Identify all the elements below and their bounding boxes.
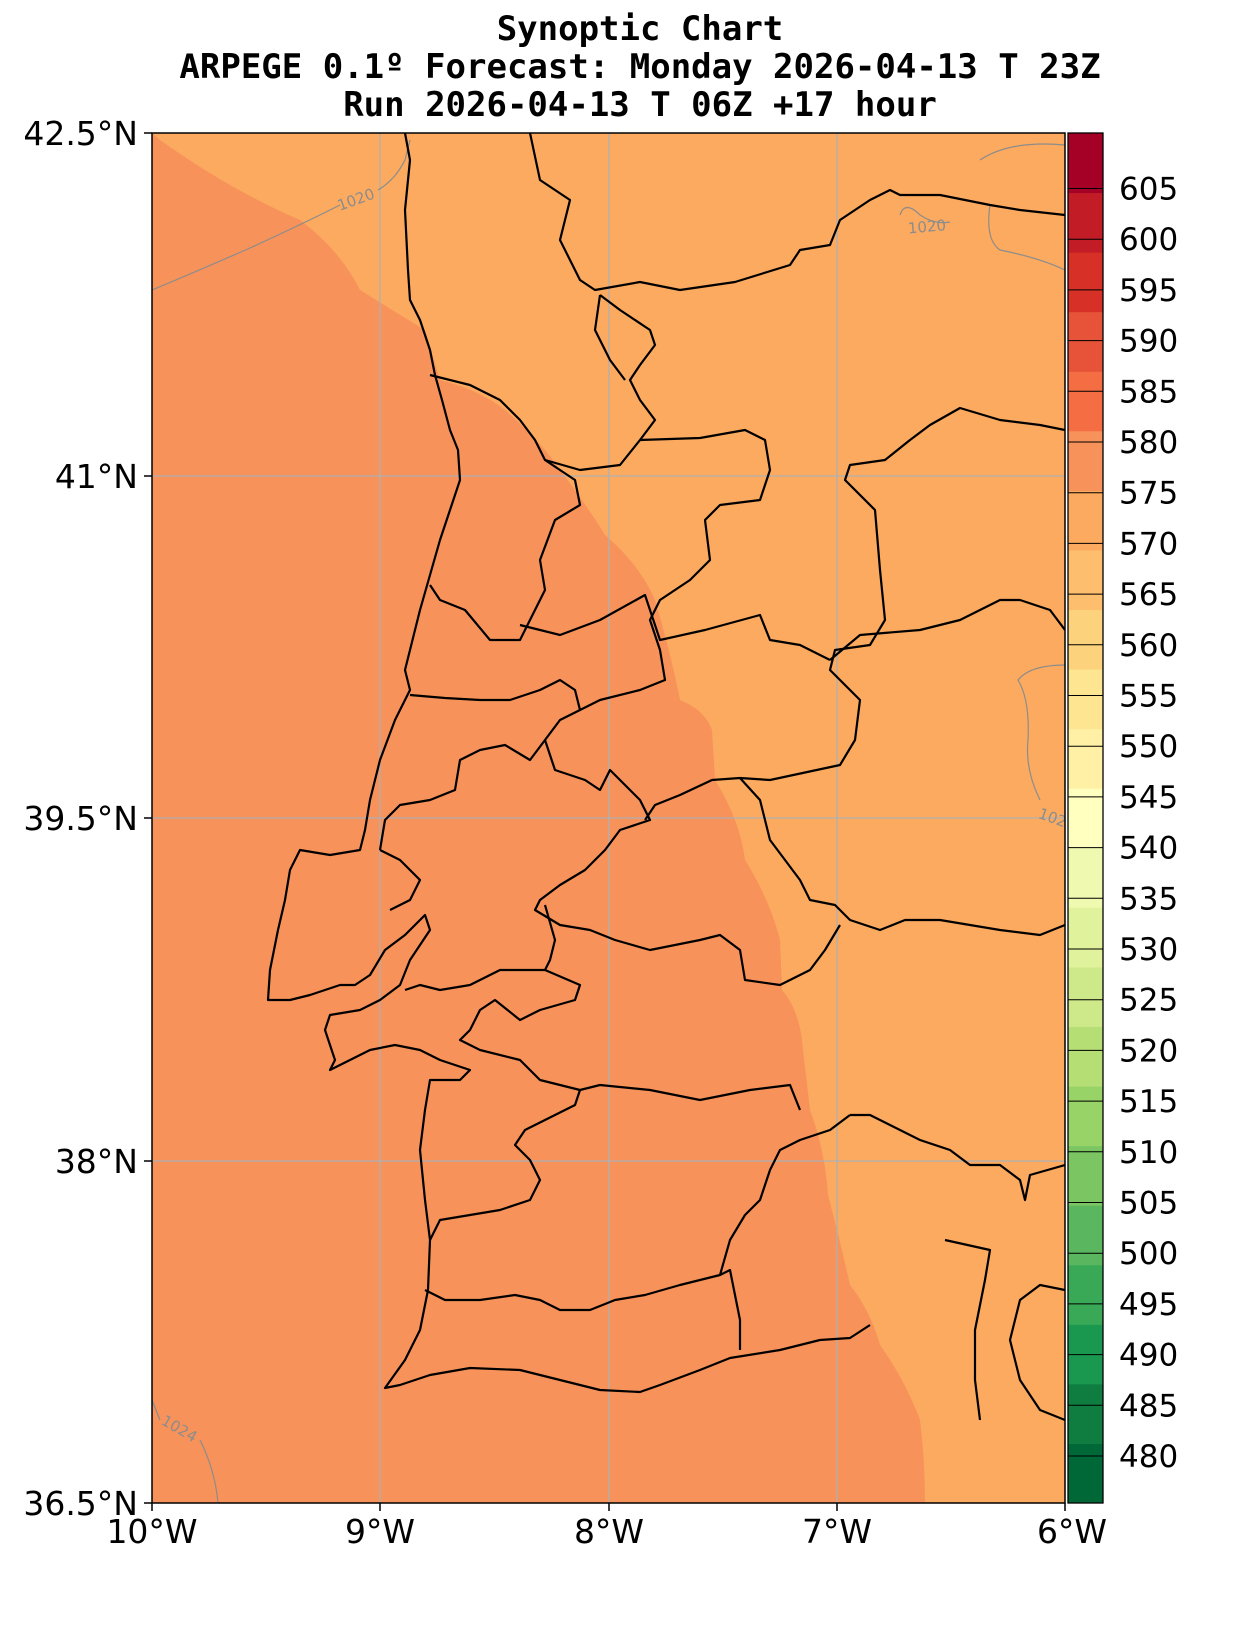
district-border xyxy=(718,1114,851,1276)
colorbar-tick-label: 560 xyxy=(1119,628,1178,664)
colorbar-segment xyxy=(1068,728,1103,789)
isobar-1020-west xyxy=(152,139,411,291)
axis-ticks xyxy=(144,132,1066,1511)
isobar-label: 1020 xyxy=(907,216,947,237)
colorbar-segment xyxy=(1068,1026,1103,1087)
colorbar-segment xyxy=(1068,1205,1103,1266)
colorbar-segment xyxy=(1068,1086,1103,1147)
colorbar-tick-label: 525 xyxy=(1119,983,1178,1019)
colorbar-segment xyxy=(1068,371,1103,432)
colorbar-tick-label: 500 xyxy=(1119,1236,1178,1272)
colorbar-tick-label: 530 xyxy=(1119,932,1178,968)
y-tick-label: 39.5°N xyxy=(23,799,138,838)
district-border xyxy=(379,849,422,911)
isobar-1024-south xyxy=(152,1399,219,1503)
colorbar-tick-label: 490 xyxy=(1119,1338,1178,1374)
colorbar-segment xyxy=(1068,490,1103,551)
isobar-1020-east xyxy=(899,143,1065,271)
map-area: 1020 1020 1024 1024 xyxy=(152,133,1065,1503)
colorbar-tick-label: 555 xyxy=(1119,679,1178,715)
colorbar-tick-label: 485 xyxy=(1119,1388,1178,1424)
x-tick-label: 7°W xyxy=(802,1512,872,1551)
title-line-3: Run 2026-04-13 T 06Z +17 hour xyxy=(343,85,937,125)
y-tick-labels: 42.5°N 41°N 39.5°N 38°N 36.5°N xyxy=(23,114,138,1523)
x-tick-label: 9°W xyxy=(345,1512,415,1551)
y-tick-label: 41°N xyxy=(55,457,138,496)
colorbar-tick-label: 510 xyxy=(1119,1135,1178,1171)
x-tick-label: 8°W xyxy=(574,1512,644,1551)
colorbar-tick-label: 515 xyxy=(1119,1084,1178,1120)
district-border xyxy=(404,904,802,1111)
colorbar-segment xyxy=(1068,549,1103,611)
x-tick-labels: 10°W 9°W 8°W 7°W 6°W xyxy=(106,1512,1107,1551)
coastline xyxy=(266,133,871,1394)
title-line-2: ARPEGE 0.1º Forecast: Monday 2026-04-13 … xyxy=(179,47,1101,87)
colorbar-segment xyxy=(1068,252,1103,313)
colorbar-segment xyxy=(1068,1264,1103,1325)
colorbar-tick-label: 580 xyxy=(1119,425,1178,461)
colorbar-segment xyxy=(1068,847,1103,908)
colorbar-segment xyxy=(1068,907,1103,968)
colorbar-tick-label: 545 xyxy=(1119,780,1178,816)
colorbar-ticks: 480 485 490 495 500 505 510 515 520 525 530 535 540 5… xyxy=(1068,172,1178,1475)
colorbar-tick-label: 505 xyxy=(1119,1186,1178,1222)
colorbar-segment xyxy=(1068,1145,1103,1206)
x-tick-label: 10°W xyxy=(106,1512,197,1551)
district-border xyxy=(429,459,582,642)
district-border xyxy=(533,739,841,987)
colorbar-segments xyxy=(1068,133,1103,1504)
y-tick-label: 38°N xyxy=(55,1142,138,1181)
colorbar-segment xyxy=(1068,1443,1103,1504)
colorbar-segment xyxy=(1068,669,1103,730)
colorbar-tick-label: 595 xyxy=(1119,273,1178,309)
colorbar-tick-label: 495 xyxy=(1119,1287,1178,1323)
colorbar-frame xyxy=(1067,132,1104,1504)
district-border xyxy=(378,709,581,851)
x-tick-label: 6°W xyxy=(1037,1512,1107,1551)
title-line-1: Synoptic Chart xyxy=(496,9,784,49)
colorbar-segment xyxy=(1068,133,1103,194)
colorbar-segment xyxy=(1068,430,1103,491)
y-tick-label: 42.5°N xyxy=(23,114,138,153)
colorbar-segment xyxy=(1068,609,1103,670)
chart-title: Synoptic Chart ARPEGE 0.1º Forecast: Mon… xyxy=(0,10,1259,124)
isobar-1024-east xyxy=(1017,664,1065,801)
colorbar-segment xyxy=(1068,1383,1103,1444)
colorbar-segment xyxy=(1068,311,1103,372)
colorbar-tick-label: 520 xyxy=(1119,1033,1178,1069)
y-tick-label: 36.5°N xyxy=(23,1484,138,1523)
colorbar: 480 485 490 495 500 505 510 515 520 525 530 535 540 5… xyxy=(1067,132,1178,1504)
colorbar-tick-label: 600 xyxy=(1119,222,1178,258)
colorbar-tick-label: 605 xyxy=(1119,172,1178,208)
colorbar-segment xyxy=(1068,788,1103,849)
colorbar-tick-label: 575 xyxy=(1119,476,1178,512)
colorbar-tick-label: 590 xyxy=(1119,324,1178,360)
district-border xyxy=(739,777,1065,937)
district-border xyxy=(429,1089,582,1241)
colorbar-tick-label: 565 xyxy=(1119,577,1178,613)
district-border xyxy=(519,593,831,661)
colorbar-tick-label: 540 xyxy=(1119,831,1178,867)
isobars xyxy=(152,139,1065,1503)
colorbar-tick-label: 550 xyxy=(1119,729,1178,765)
colorbar-tick-label: 570 xyxy=(1119,526,1178,562)
colorbar-tick-label: 585 xyxy=(1119,374,1178,410)
colorbar-tick-label: 480 xyxy=(1119,1439,1178,1475)
colorbar-tick-label: 535 xyxy=(1119,881,1178,917)
colorbar-segment xyxy=(1068,192,1103,253)
district-border xyxy=(829,598,1065,661)
coastline-and-borders xyxy=(266,133,1065,1422)
colorbar-segment xyxy=(1068,966,1103,1027)
district-border xyxy=(850,1113,1065,1422)
district-border xyxy=(409,428,772,712)
district-border xyxy=(424,1268,742,1350)
gridlines xyxy=(152,133,1065,1503)
